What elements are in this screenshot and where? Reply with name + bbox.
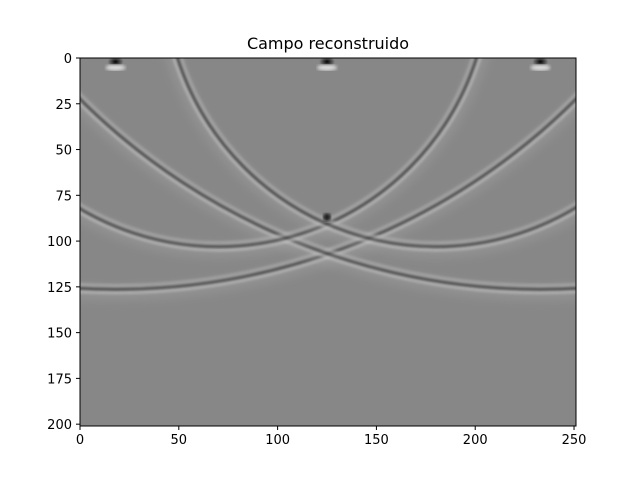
source-dark-spot	[532, 58, 549, 67]
wavefront-1	[80, 92, 576, 297]
y-axis: 0 25 50 75 100 125 150 175 200	[47, 52, 80, 433]
x-tick: 100	[265, 426, 290, 448]
wavefront-light-band	[80, 58, 481, 251]
plot-area	[80, 58, 576, 426]
feature-1	[105, 58, 126, 71]
x-tick: 0	[76, 426, 84, 448]
x-axis: 0 50 100 150 200 250	[76, 426, 587, 448]
wavefront-inner-band	[80, 92, 576, 287]
wavefront-halo	[80, 101, 576, 297]
y-tick-label: 75	[55, 189, 72, 204]
x-tick: 50	[171, 426, 188, 448]
x-tick-label: 200	[463, 433, 488, 448]
feature-3	[530, 58, 551, 71]
y-tick-label: 150	[47, 327, 72, 342]
y-tick: 150	[47, 327, 80, 342]
x-tick-label: 250	[562, 433, 587, 448]
wavefront-dark-band	[80, 96, 576, 291]
y-tick: 50	[55, 144, 80, 159]
y-tick-label: 25	[55, 98, 72, 113]
wavefront-light-band	[173, 58, 576, 251]
wavefront-3	[80, 58, 485, 255]
source-dark-spot	[319, 58, 336, 67]
wavefront-dark-band	[80, 58, 478, 248]
y-tick: 100	[47, 235, 80, 250]
wavefront-2	[80, 92, 576, 297]
y-tick-label: 100	[47, 235, 72, 250]
chart-title: Campo reconstruido	[247, 34, 409, 53]
x-tick-label: 100	[265, 433, 290, 448]
x-tick: 150	[364, 426, 389, 448]
wavefront-inner-band	[80, 58, 475, 245]
plot-frame	[79, 57, 577, 427]
feature-2	[317, 58, 338, 71]
wavefront-halo	[80, 101, 576, 297]
source-bright-rim	[317, 64, 338, 71]
crossing-point	[323, 213, 332, 222]
y-tick: 0	[64, 52, 80, 67]
y-tick: 200	[47, 418, 80, 433]
wavefront-light-band	[80, 100, 576, 294]
y-tick: 25	[55, 98, 80, 113]
wavefront-layer	[80, 58, 576, 297]
x-tick-label: 0	[76, 433, 84, 448]
y-tick-label: 0	[64, 52, 72, 67]
wavefront-dark-band	[80, 96, 576, 291]
y-tick: 125	[47, 281, 80, 296]
x-tick-label: 150	[364, 433, 389, 448]
source-dark-spot	[107, 58, 124, 67]
y-tick-label: 175	[47, 372, 72, 387]
wavefront-dark-band	[176, 58, 576, 248]
wavefront-light-band	[80, 100, 576, 294]
feature-4	[323, 213, 332, 222]
x-tick: 200	[463, 426, 488, 448]
wavefront-4	[169, 58, 576, 255]
wavefront-halo	[169, 58, 576, 255]
source-layer	[105, 58, 551, 222]
y-tick-label: 125	[47, 281, 72, 296]
source-bright-rim	[530, 64, 551, 71]
wavefront-halo	[80, 58, 485, 255]
x-tick: 250	[562, 426, 587, 448]
y-tick-label: 200	[47, 418, 72, 433]
y-tick: 175	[47, 372, 80, 387]
y-tick-label: 50	[55, 144, 72, 159]
wavefront-inner-band	[179, 58, 576, 245]
x-tick-label: 50	[171, 433, 188, 448]
source-bright-rim	[105, 64, 126, 71]
wavefront-inner-band	[80, 92, 576, 287]
y-tick: 75	[55, 189, 80, 204]
